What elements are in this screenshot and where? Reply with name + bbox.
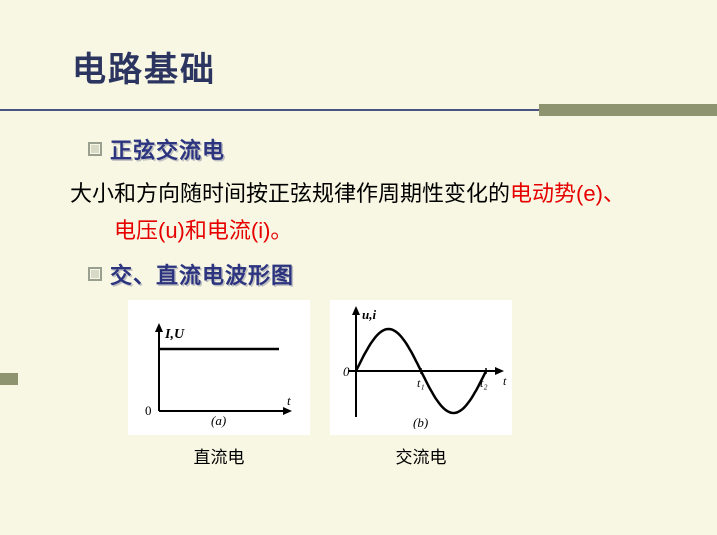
svg-text:t₂: t₂ (480, 376, 488, 390)
def-red2: 电压(u)和电流(i)。 (114, 218, 292, 243)
svg-text:t₁: t₁ (417, 376, 425, 390)
svg-text:I,U: I,U (164, 327, 185, 342)
definition-text: 大小和方向随时间按正弦规律作周期性变化的电动势(e)、 电压(u)和电流(i)。 (70, 175, 637, 250)
content-area: 正弦交流电 大小和方向随时间按正弦规律作周期性变化的电动势(e)、 电压(u)和… (70, 133, 647, 468)
dc-waveform-chart: I,U t 0 (a) (129, 301, 309, 429)
divider-tab-right (539, 104, 717, 116)
slide: 电路基础 正弦交流电 大小和方向随时间按正弦规律作周期性变化的电动势(e)、 电… (0, 0, 717, 468)
divider-tab-left (0, 373, 18, 385)
bullet-2-text: 交、直流电波形图 (110, 258, 294, 290)
square-bullet-icon (88, 267, 102, 281)
def-part1: 大小和方向随时间按正弦规律作周期性变化的 (70, 181, 510, 206)
def-red1: 电动势(e)、 (510, 181, 625, 206)
svg-text:t: t (287, 393, 291, 408)
ac-waveform-chart: t₁t₂u,it0(b) (331, 301, 511, 429)
svg-text:0: 0 (343, 364, 350, 379)
diagram-b-caption: 交流电 (396, 443, 447, 468)
diagram-a-frame: I,U t 0 (a) (128, 300, 310, 435)
bullet-1: 正弦交流电 (88, 133, 637, 165)
diagram-a-box: I,U t 0 (a) 直流电 (128, 300, 310, 468)
bullet-1-text: 正弦交流电 (110, 133, 225, 165)
svg-text:0: 0 (145, 403, 152, 418)
bullet-2: 交、直流电波形图 (88, 258, 637, 290)
svg-text:(a): (a) (211, 413, 226, 428)
svg-text:u,i: u,i (362, 307, 376, 322)
diagram-b-frame: t₁t₂u,it0(b) (330, 300, 512, 435)
diagram-b-box: t₁t₂u,it0(b) 交流电 (330, 300, 512, 468)
square-bullet-icon (88, 142, 102, 156)
svg-text:(b): (b) (413, 415, 428, 429)
diagram-row: I,U t 0 (a) 直流电 t₁ t₂ u,i t 0 (b) 交流电 (128, 300, 637, 468)
diagram-a-caption: 直流电 (194, 443, 245, 468)
title-divider (0, 109, 717, 111)
slide-title: 电路基础 (72, 42, 647, 91)
